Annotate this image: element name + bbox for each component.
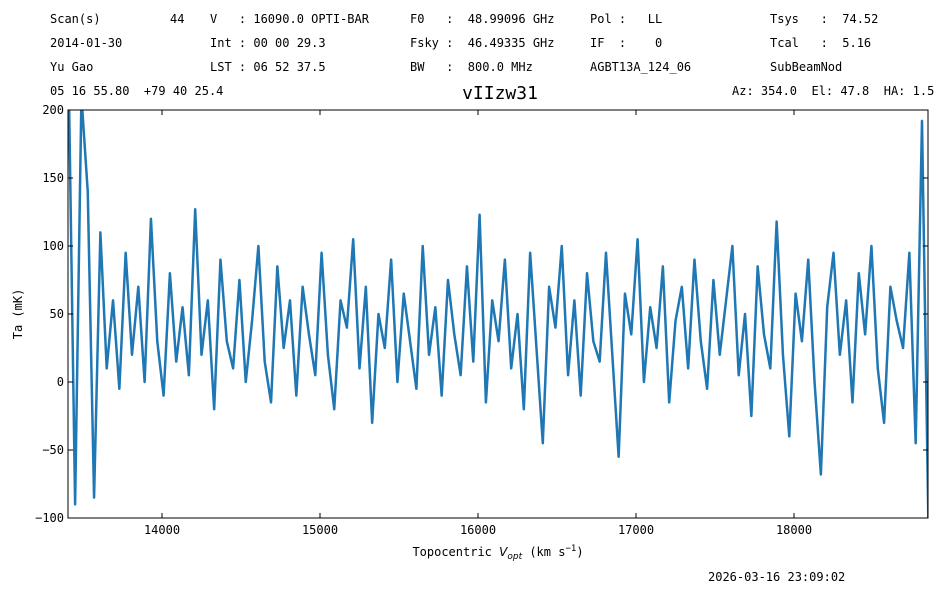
header-text: SubBeamNod: [770, 60, 842, 74]
x-axis-label: Topocentric Vopt (km s−1): [412, 544, 583, 562]
x-tick-label: 17000: [618, 523, 654, 537]
x-label-part: opt: [507, 552, 522, 562]
x-label-part: V: [499, 545, 508, 559]
x-tick-label: 14000: [144, 523, 180, 537]
header-text: 2014-01-30: [50, 36, 122, 50]
x-tick-label: 16000: [460, 523, 496, 537]
y-axis-label: Ta (mK): [11, 289, 25, 340]
header-text: Az: 354.0 El: 47.8 HA: 1.5: [732, 84, 934, 98]
header-text: 44: [170, 12, 184, 26]
x-label-part: ): [576, 545, 583, 559]
x-label-part: (km s: [522, 545, 565, 559]
plot-area: [68, 110, 928, 518]
y-tick-label: 50: [50, 307, 64, 321]
y-tick-label: −100: [35, 511, 64, 525]
header-text: V : 16090.0 OPTI-BAR: [210, 12, 370, 26]
data-line: [68, 110, 928, 518]
y-tick-label: 200: [42, 103, 64, 117]
header-text: AGBT13A_124_06: [590, 60, 691, 74]
header-text: Yu Gao: [50, 60, 93, 74]
y-tick-label: 0: [57, 375, 64, 389]
header-text: Tcal : 5.16: [770, 36, 871, 50]
x-label-part: Topocentric: [412, 545, 499, 559]
header-text: Int : 00 00 29.3: [210, 36, 326, 50]
x-label-part: −1: [565, 544, 576, 554]
header-text: BW : 800.0 MHz: [410, 60, 533, 74]
header-text: Pol : LL: [590, 12, 662, 26]
header-text: F0 : 48.99096 GHz: [410, 12, 555, 26]
header-text: Tsys : 74.52: [770, 12, 878, 26]
header-text: 2026-03-16 23:09:02: [708, 570, 845, 584]
header-text: Scan(s): [50, 12, 101, 26]
y-tick-label: −50: [42, 443, 64, 457]
header-text: IF : 0: [590, 36, 662, 50]
header-text: 05 16 55.80 +79 40 25.4: [50, 84, 223, 98]
x-tick-label: 18000: [776, 523, 812, 537]
y-tick-label: 150: [42, 171, 64, 185]
y-tick-label: 100: [42, 239, 64, 253]
header-text: LST : 06 52 37.5: [210, 60, 326, 74]
x-tick-label: 15000: [302, 523, 338, 537]
header-text: Fsky : 46.49335 GHz: [410, 36, 555, 50]
chart-title: vIIzw31: [462, 83, 538, 104]
